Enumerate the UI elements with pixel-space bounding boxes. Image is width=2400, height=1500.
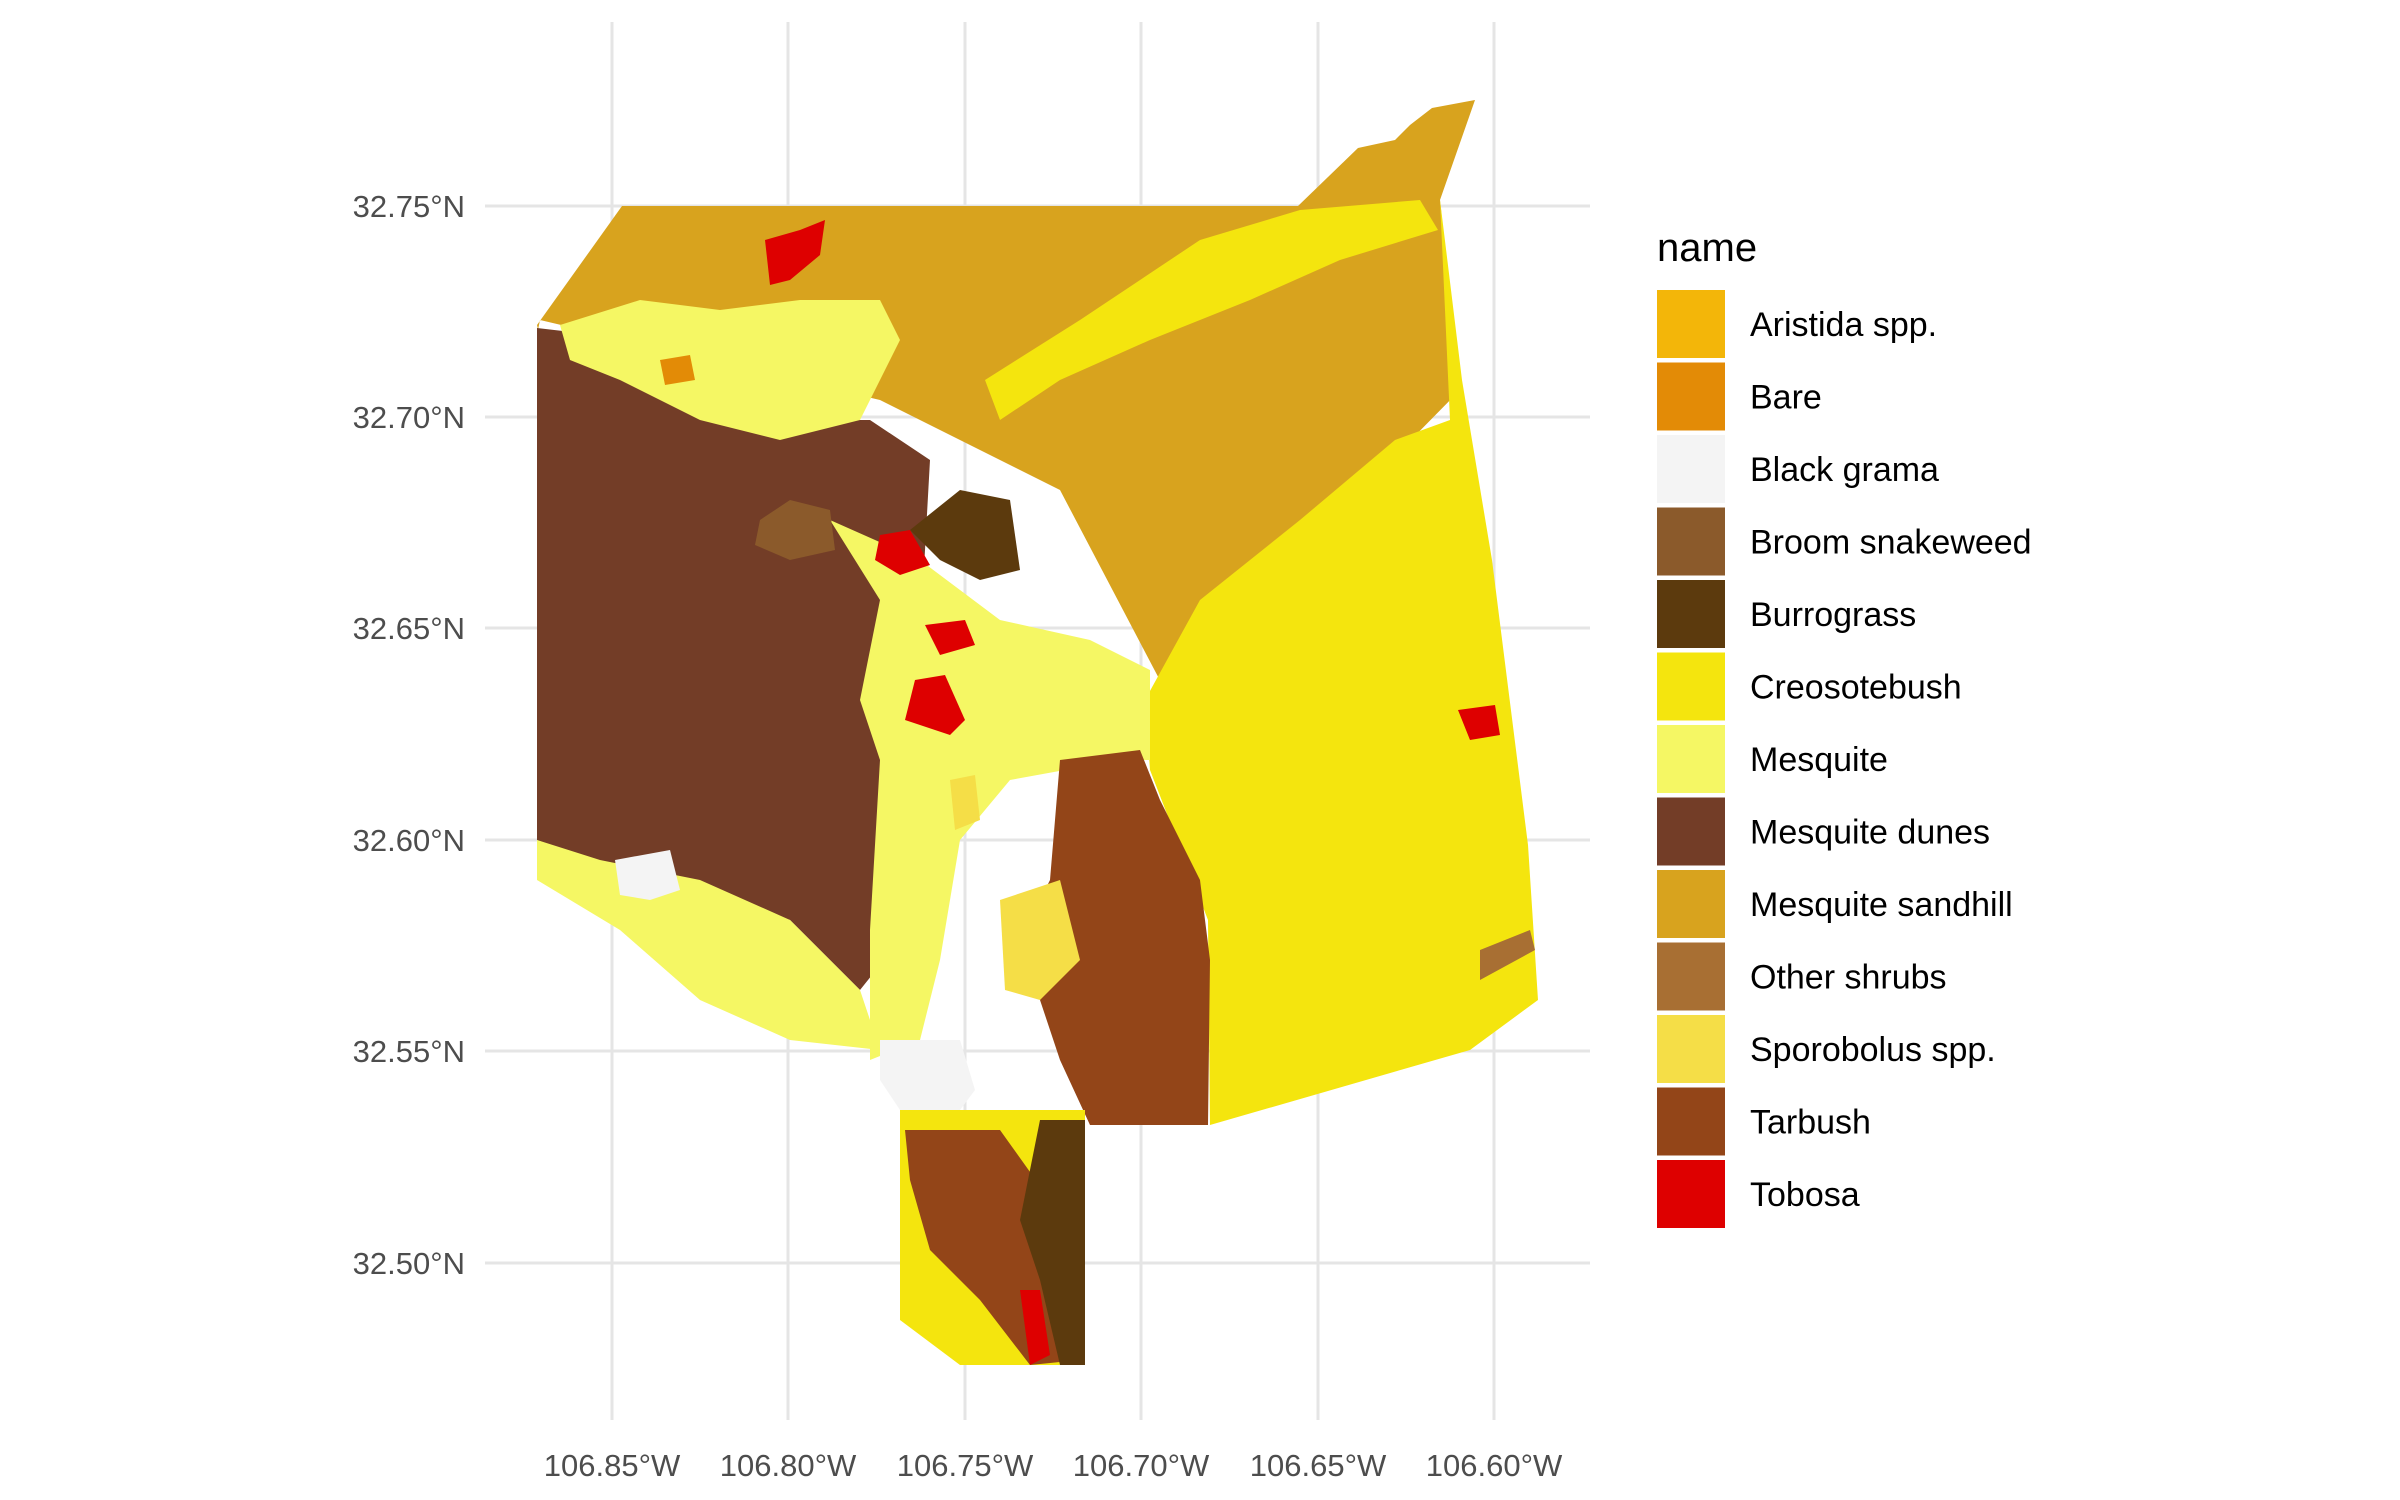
region-tobosa-2 xyxy=(875,530,930,575)
region-burrograss-central xyxy=(910,490,1020,580)
region-appendage-burrograss xyxy=(1020,1120,1085,1365)
legend-item-label: Black grama xyxy=(1750,451,1939,489)
legend-key-swatch xyxy=(1657,1015,1725,1083)
region-mesquite-northwest xyxy=(560,300,900,440)
legend-key-swatch xyxy=(1657,435,1725,503)
legend-item-label: Broom snakeweed xyxy=(1750,524,2032,562)
x-tick-label: 106.65°W xyxy=(1250,1448,1387,1483)
region-mesquite-central xyxy=(830,520,1150,1060)
region-creosotebush-east xyxy=(1145,200,1538,1125)
legend-key-swatch xyxy=(1657,870,1725,938)
y-tick-label: 32.70°N xyxy=(353,400,465,435)
y-tick-label: 32.60°N xyxy=(353,823,465,858)
x-axis: 106.85°W 106.80°W 106.75°W 106.70°W 106.… xyxy=(544,1448,1563,1483)
region-sporobolus-1 xyxy=(1000,880,1080,1000)
region-tobosa-4 xyxy=(905,675,965,735)
region-creosotebush-band-north xyxy=(985,200,1438,420)
legend-item-label: Other shrubs xyxy=(1750,959,1947,997)
legend-item-label: Aristida spp. xyxy=(1750,306,1937,344)
legend-key-swatch xyxy=(1657,1160,1725,1228)
region-tobosa-6 xyxy=(1020,1290,1050,1365)
region-other-shrubs-east xyxy=(1480,930,1535,980)
legend-key-swatch xyxy=(1657,942,1725,1011)
legend-item-label: Burrograss xyxy=(1750,596,1916,634)
x-tick-label: 106.80°W xyxy=(720,1448,857,1483)
region-bare-1 xyxy=(660,355,695,385)
y-tick-label: 32.55°N xyxy=(353,1034,465,1069)
y-tick-label: 32.65°N xyxy=(353,611,465,646)
x-tick-label: 106.60°W xyxy=(1426,1448,1563,1483)
legend-key-swatch xyxy=(1657,580,1725,648)
legend-key-swatch xyxy=(1657,797,1725,866)
legend: name Aristida spp. Bare Black grama Broom s… xyxy=(1657,226,2032,1228)
region-mesquite-dunes-west xyxy=(537,328,930,990)
y-tick-label: 32.50°N xyxy=(353,1246,465,1281)
legend-key-swatch xyxy=(1657,507,1725,576)
region-broom-snakeweed xyxy=(755,500,835,560)
legend-title: name xyxy=(1657,226,1757,270)
region-black-grama-west xyxy=(615,850,680,900)
x-tick-label: 106.75°W xyxy=(897,1448,1034,1483)
map-regions xyxy=(537,100,1538,1365)
legend-key-swatch xyxy=(1657,725,1725,793)
legend-key-swatch xyxy=(1657,362,1725,431)
legend-item-label: Creosotebush xyxy=(1750,669,1962,707)
region-tarbush-south xyxy=(1020,750,1210,1125)
legend-item-label: Sporobolus spp. xyxy=(1750,1031,1996,1069)
region-tobosa-5 xyxy=(1458,705,1500,740)
region-tobosa-1 xyxy=(765,220,825,285)
x-tick-label: 106.70°W xyxy=(1073,1448,1210,1483)
legend-item-label: Tobosa xyxy=(1750,1176,1860,1214)
region-black-grama-south xyxy=(880,1040,975,1110)
legend-item-label: Mesquite sandhill xyxy=(1750,886,2013,924)
legend-key-swatch xyxy=(1657,652,1725,721)
legend-key-swatch xyxy=(1657,1087,1725,1156)
legend-item-label: Bare xyxy=(1750,379,1822,417)
region-tobosa-3 xyxy=(925,620,975,655)
y-axis: 32.75°N 32.70°N 32.65°N 32.60°N 32.55°N … xyxy=(353,189,465,1281)
y-tick-label: 32.75°N xyxy=(353,189,465,224)
legend-item-label: Tarbush xyxy=(1750,1104,1871,1142)
legend-item-label: Mesquite xyxy=(1750,741,1888,779)
x-tick-label: 106.85°W xyxy=(544,1448,681,1483)
legend-item-label: Mesquite dunes xyxy=(1750,814,1990,852)
legend-key-swatch xyxy=(1657,290,1725,358)
region-sporobolus-2 xyxy=(950,775,980,830)
legend-items: Aristida spp. Bare Black grama Broom snakew… xyxy=(1657,290,2032,1228)
